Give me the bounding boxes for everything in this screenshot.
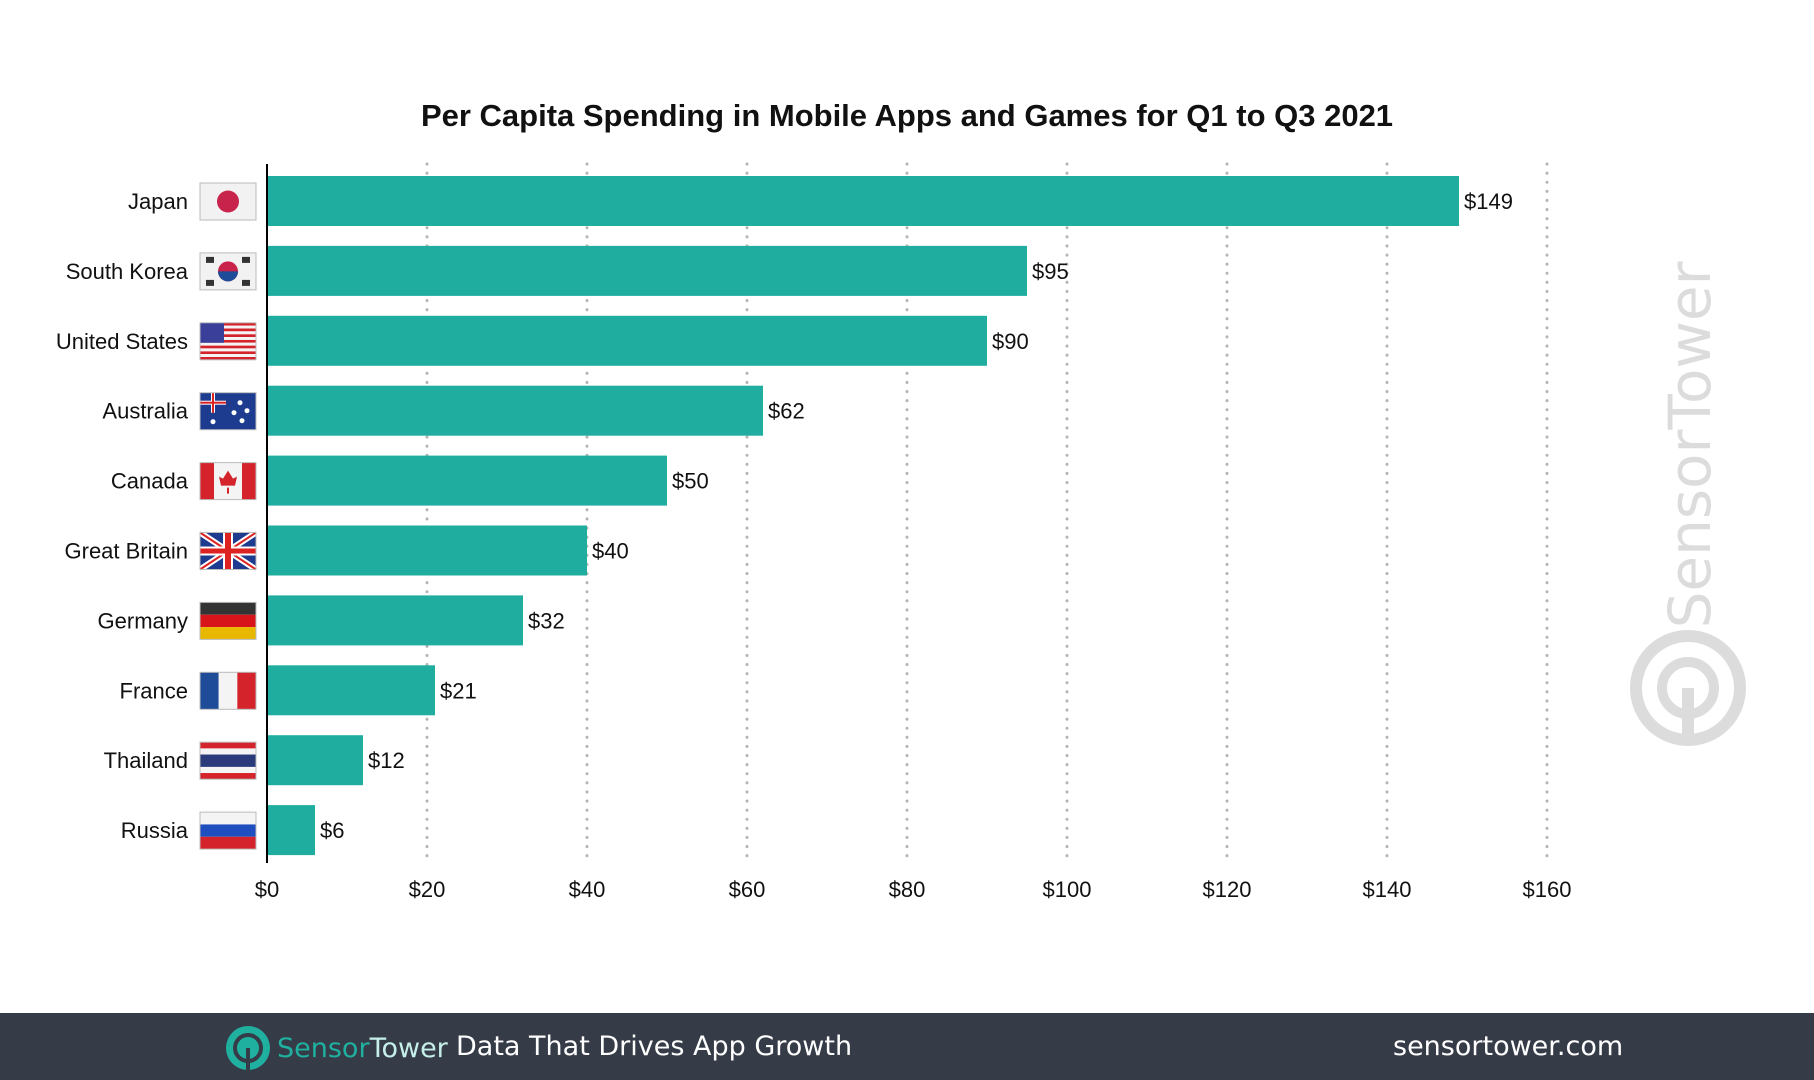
x-tick-label: $40 [569, 877, 606, 902]
bar [267, 805, 315, 856]
bar [267, 385, 763, 436]
data-label: $32 [528, 608, 565, 633]
category-label: South Korea [66, 259, 189, 284]
category-label: France [120, 678, 188, 703]
flag-gb-icon [198, 529, 258, 573]
data-label: $149 [1464, 189, 1513, 214]
x-tick-label: $120 [1203, 877, 1252, 902]
bar-chart: $0 $20 $40 $60 $80 $100 $120 $140 $160 $149 Japan $… [56, 162, 1746, 902]
flag-ru-icon [199, 811, 257, 850]
data-label: $6 [320, 818, 344, 843]
footer-brand[interactable]: Sensor Tower [225, 1025, 448, 1071]
category-label: Australia [102, 399, 188, 424]
x-tick-label: $0 [255, 877, 279, 902]
flag-us-icon [199, 322, 257, 361]
category-label: Thailand [104, 748, 188, 773]
x-tick-label: $100 [1043, 877, 1092, 902]
x-tick-label: $20 [409, 877, 446, 902]
x-tick-label: $80 [889, 877, 926, 902]
bar [267, 455, 667, 506]
data-label: $40 [592, 539, 629, 564]
footer-tagline: Data That Drives App Growth [456, 1031, 853, 1062]
brand-tower: Tower [369, 1032, 448, 1064]
category-label: United States [56, 329, 188, 354]
x-tick-label: $140 [1363, 877, 1412, 902]
bar [267, 595, 523, 646]
data-label: $50 [672, 469, 709, 494]
watermark-logo-icon [1630, 630, 1746, 746]
flag-kr-icon [199, 252, 257, 291]
chart-title: Per Capita Spending in Mobile Apps and G… [420, 98, 1394, 133]
footer: Sensor Tower Data That Drives App Growth … [0, 1013, 1814, 1080]
brand-sensor: Sensor [277, 1032, 370, 1064]
flag-jp-icon [199, 182, 257, 221]
bar [267, 665, 435, 716]
flag-de-icon [199, 601, 257, 640]
data-label: $90 [992, 329, 1029, 354]
flag-ca-icon [199, 462, 257, 501]
x-tick-label: $160 [1523, 877, 1572, 902]
category-label: Germany [98, 608, 188, 633]
data-label: $95 [1032, 259, 1069, 284]
footer-url[interactable]: sensortower.com [1393, 1031, 1624, 1062]
data-label: $21 [440, 678, 477, 703]
flag-th-icon [199, 741, 257, 780]
bar [267, 245, 1027, 296]
category-label: Russia [121, 818, 189, 843]
bar [267, 525, 587, 576]
category-label: Canada [111, 469, 189, 494]
flag-fr-icon [199, 671, 257, 710]
flag-au-icon [199, 392, 257, 431]
bar [267, 176, 1459, 226]
data-label: $12 [368, 748, 405, 773]
category-label: Great Britain [65, 539, 189, 564]
category-label: Japan [128, 189, 188, 214]
x-tick-label: $60 [729, 877, 766, 902]
data-label: $62 [768, 399, 805, 424]
bar [267, 735, 363, 786]
sensortower-logo-icon [226, 1026, 270, 1070]
bar [267, 315, 987, 366]
